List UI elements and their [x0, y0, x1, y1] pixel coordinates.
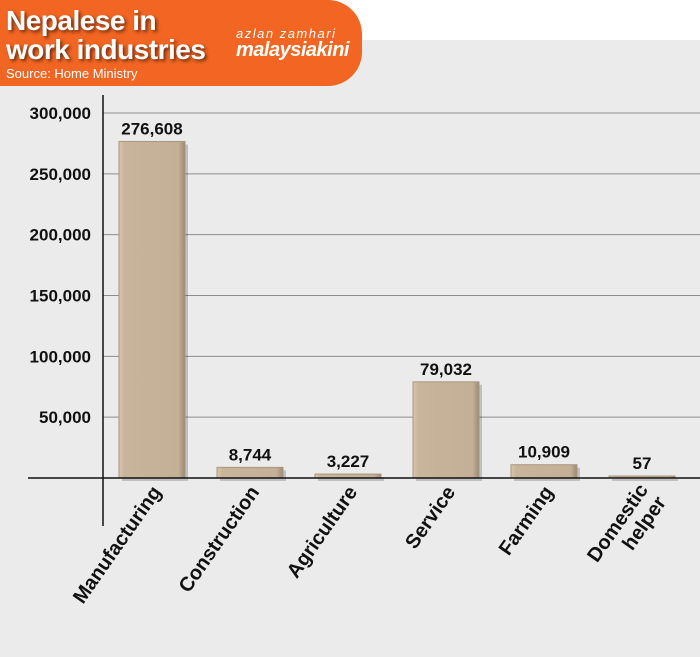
y-tick-label: 150,000 — [30, 287, 91, 306]
category-label: Manufacturing — [69, 482, 166, 607]
data-label: 276,608 — [121, 119, 182, 138]
data-label: 79,032 — [420, 360, 472, 379]
title-line-1: Nepalese in — [6, 5, 157, 36]
author-credit: azlan zamhari — [236, 26, 337, 41]
bar — [216, 466, 284, 479]
category-label: Construction — [175, 482, 264, 597]
bar-shadow — [318, 477, 384, 481]
y-tick-label: 50,000 — [39, 408, 91, 427]
title-line-2: work industries — [6, 34, 206, 65]
category-label: Service — [401, 482, 460, 553]
bar — [510, 464, 578, 479]
y-tick-label: 200,000 — [30, 226, 91, 245]
data-label: 8,744 — [229, 445, 272, 464]
bar — [118, 140, 186, 479]
brand-logo: azlan zamhari malaysiakini — [236, 26, 349, 62]
bar — [412, 381, 480, 479]
y-tick-label: 100,000 — [30, 347, 91, 366]
chart-panel — [0, 40, 700, 657]
category-label: Agriculture — [283, 482, 362, 582]
category-label: Farming — [495, 482, 558, 559]
bar-shadow — [612, 479, 678, 481]
data-label: 10,909 — [518, 443, 570, 462]
source-note: Source: Home Ministry — [6, 66, 138, 81]
chart-title: Nepalese in work industries — [6, 5, 206, 65]
category-label: Domestichelper — [583, 480, 671, 579]
brand-name: malaysiakini — [236, 39, 349, 61]
y-tick-label: 250,000 — [30, 165, 91, 184]
data-label: 57 — [633, 454, 652, 473]
y-tick-label: 300,000 — [30, 104, 91, 123]
header-banner: Nepalese in work industries Source: Home… — [0, 0, 362, 86]
data-label: 3,227 — [327, 452, 370, 471]
